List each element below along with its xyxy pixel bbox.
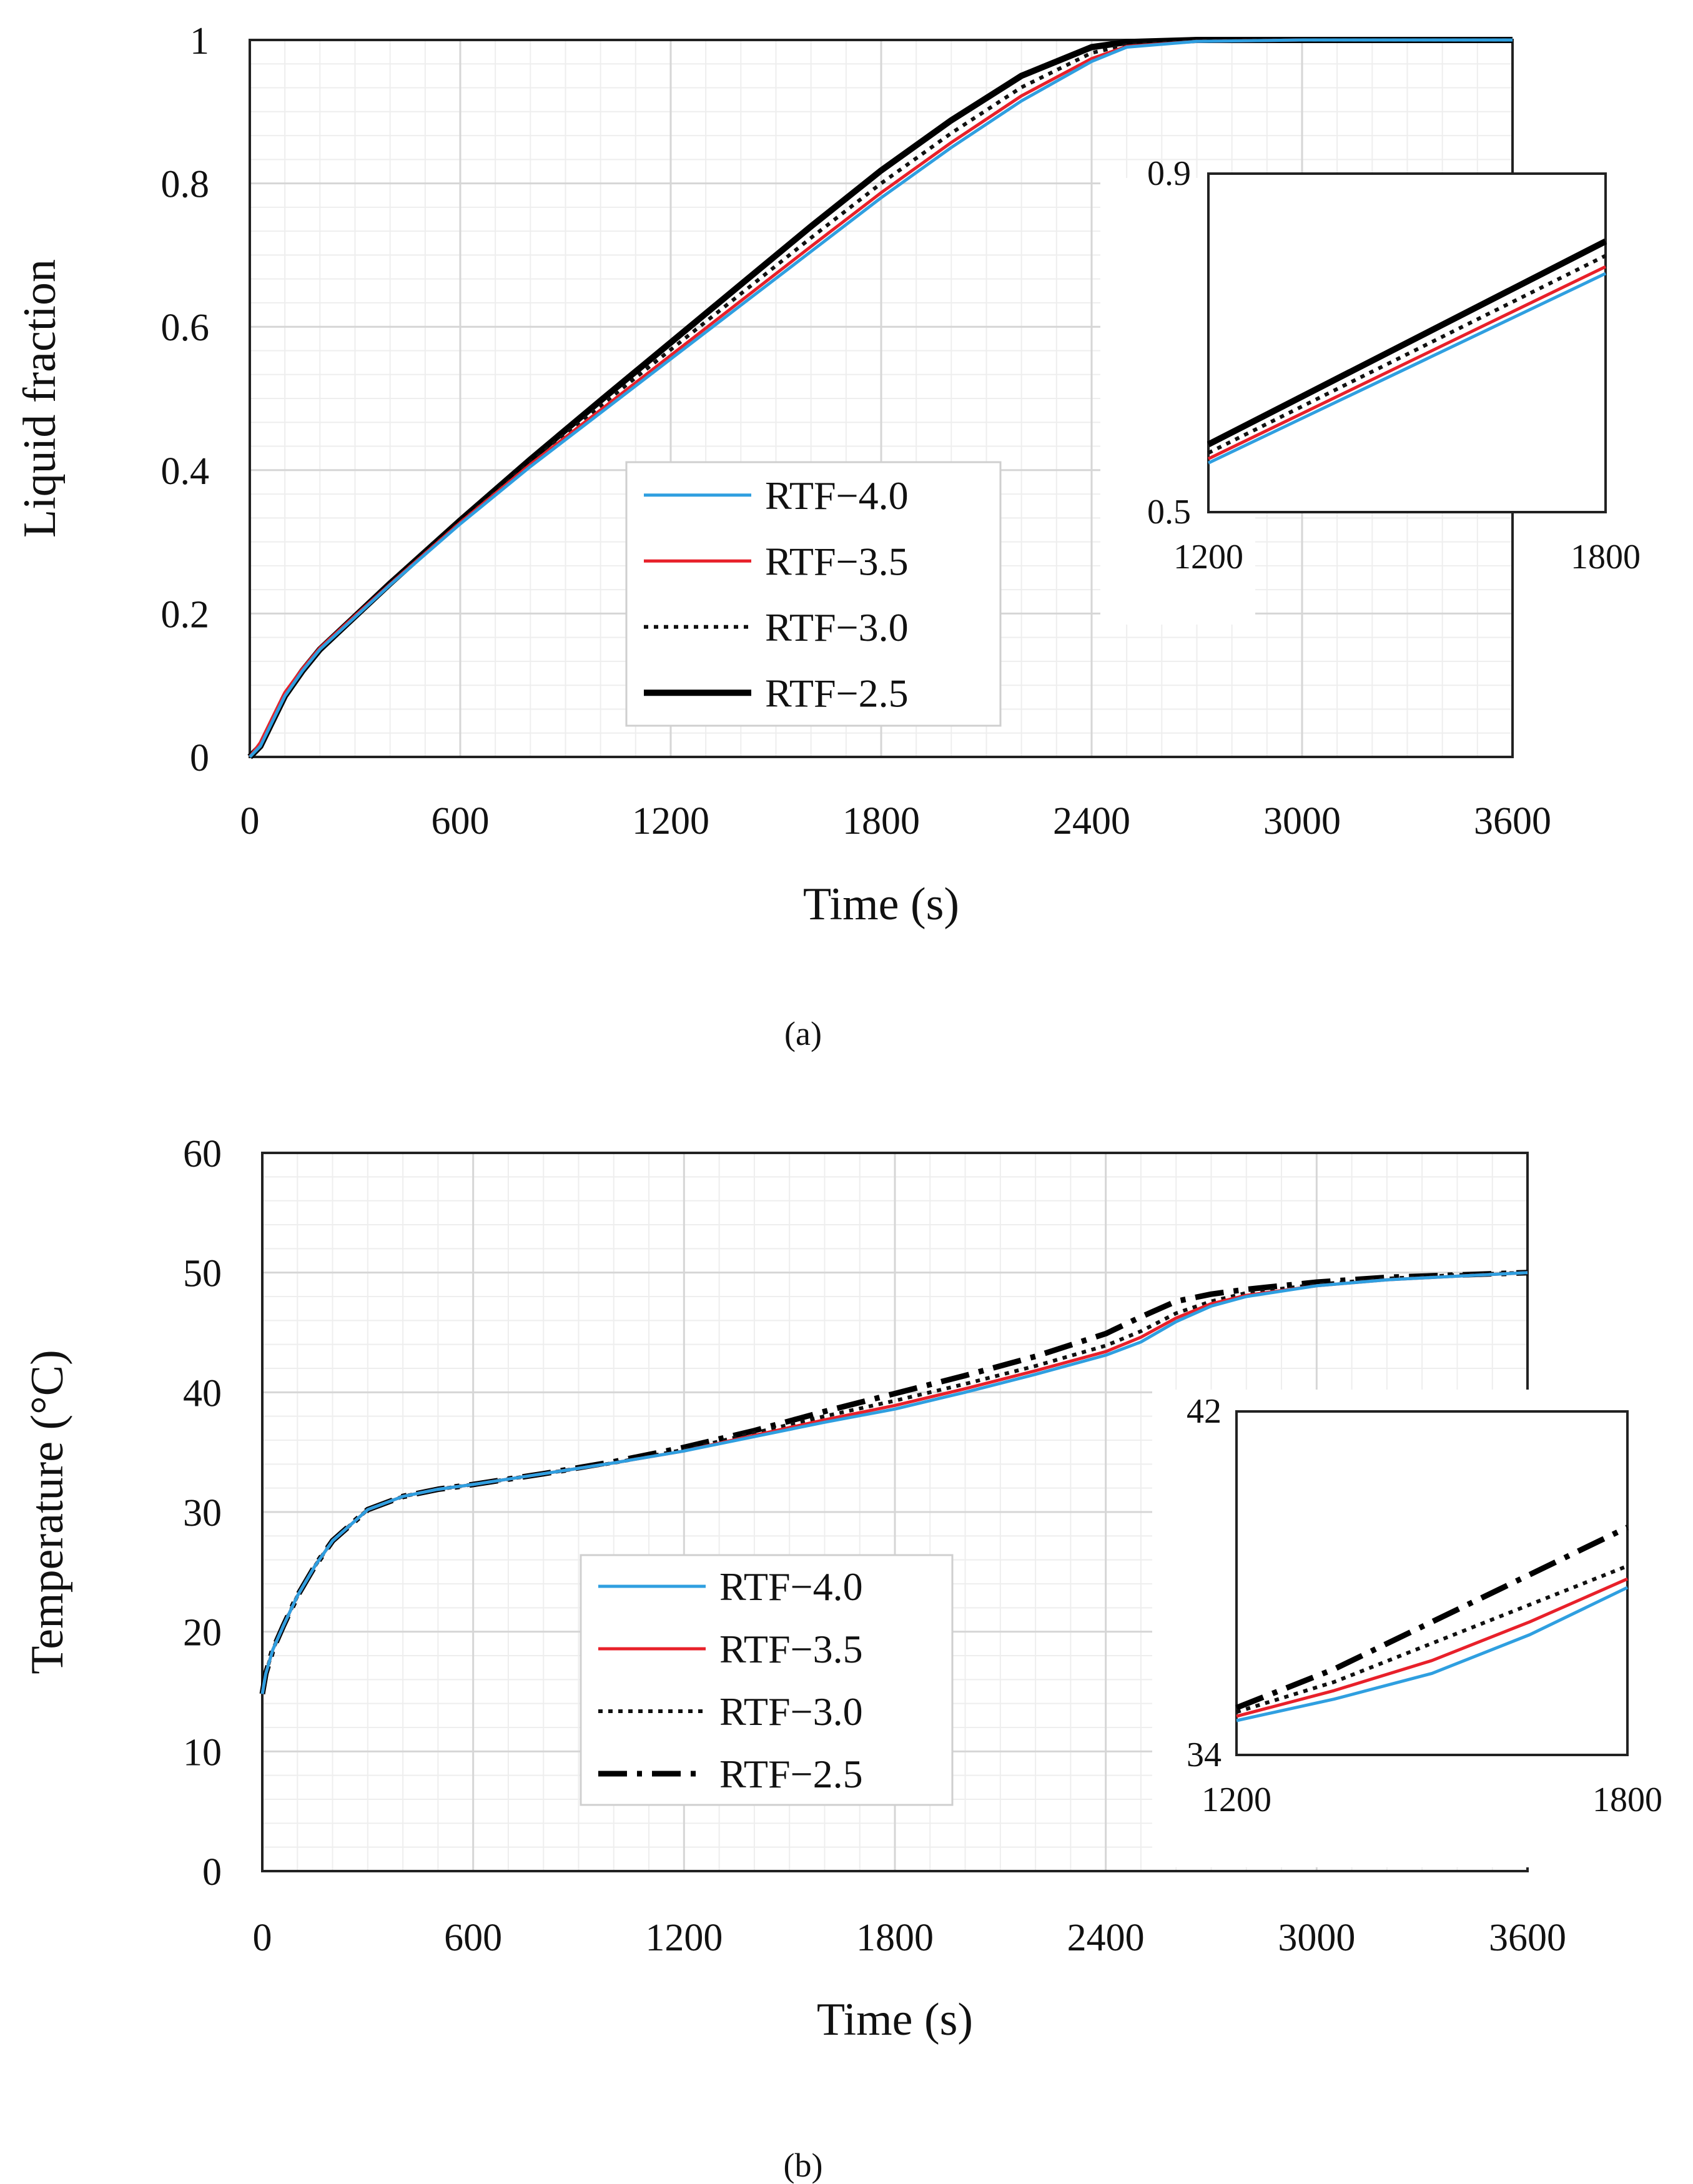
inset-series-line-4.0 [1236,1586,1629,1722]
y-tick-label: 0.6 [161,307,210,349]
legend-label: RTF−3.0 [719,1689,863,1734]
inset-y-tick-label: 42 [1187,1392,1222,1431]
inset-x-tick-label: 1200 [1173,538,1243,576]
legend-label: RTF−2.5 [719,1752,863,1796]
x-tick-label: 600 [432,800,490,842]
legend-label: RTF−3.5 [719,1627,863,1671]
y-tick-label: 0.4 [161,450,210,493]
y-tick-label: 0.2 [161,593,210,636]
series-line-4.0 [249,38,1513,758]
legend-label: RTF−4.0 [719,1564,863,1609]
legend-box [580,1554,954,1806]
series-line-3.5 [248,38,1513,758]
series-line-4.0 [260,1271,1528,1694]
legend-label: RTF−4.0 [765,473,909,518]
inset-border [1235,1410,1629,1756]
y-axis-label: Temperature (°C) [22,1350,73,1674]
chart-a-liquid-fraction: 0 600 1200 1800 2400 3000 3600 0 0.2 0.4 0.6 0.8 1 Ti… [14,20,1641,930]
inset-series-line-2.5 [1207,238,1607,448]
x-tick-label: 1800 [842,800,920,842]
inset-y-tick-label: 0.5 [1147,493,1191,531]
y-tick-label: 60 [183,1133,222,1175]
legend-label: RTF−2.5 [765,671,909,715]
legend-label: RTF−3.0 [765,605,909,650]
chart-b-caption: (b) [784,2147,823,2184]
inset-series-line-3.0 [1207,254,1607,455]
x-tick-label: 0 [240,800,260,842]
y-tick-label: 0.8 [161,164,210,206]
y-tick-label: 20 [183,1612,222,1654]
y-tick-label: 30 [183,1492,222,1534]
x-tick-label: 2400 [1053,800,1130,842]
inset-x-tick-label: 1200 [1202,1781,1271,1819]
x-axis-label: Time (s) [803,879,959,930]
x-tick-label: 0 [253,1917,272,1959]
legend-label: RTF−3.5 [765,539,909,583]
inset-series-line-4.0 [1207,272,1607,465]
y-tick-label: 50 [183,1253,222,1295]
x-tick-label: 3600 [1489,1917,1566,1959]
y-tick-label: 0 [202,1851,222,1894]
inset-y-tick-label: 0.9 [1147,154,1191,193]
chart-b-temperature: 0 600 1200 1800 2400 3000 3600 0 10 20 30 40 50 60 Tim… [22,1133,1662,2045]
x-tick-label: 1200 [632,800,709,842]
inset-series-line-2.5 [1235,1524,1629,1711]
inset-x-tick-label: 1800 [1592,1781,1662,1819]
x-tick-label: 1200 [645,1917,723,1959]
y-tick-label: 1 [190,20,209,62]
inset-series-line-3.5 [1207,265,1607,460]
inset-series-line-3.5 [1236,1577,1629,1718]
x-tick-label: 1800 [856,1917,934,1959]
inset-y-tick-label: 34 [1187,1736,1222,1774]
x-axis-label: Time (s) [817,1994,973,2045]
x-tick-label: 3000 [1278,1917,1355,1959]
y-tick-label: 40 [183,1372,222,1415]
x-tick-label: 3000 [1263,800,1341,842]
x-tick-label: 3600 [1474,800,1551,842]
chart-a-caption: (a) [784,1015,822,1052]
legend-box [625,461,1002,727]
y-tick-label: 0 [190,737,209,779]
inset-x-tick-label: 1800 [1571,538,1641,576]
y-axis-label: Liquid fraction [14,259,66,538]
y-tick-label: 10 [183,1731,222,1774]
x-tick-label: 600 [444,1917,502,1959]
x-tick-label: 2400 [1067,1917,1145,1959]
